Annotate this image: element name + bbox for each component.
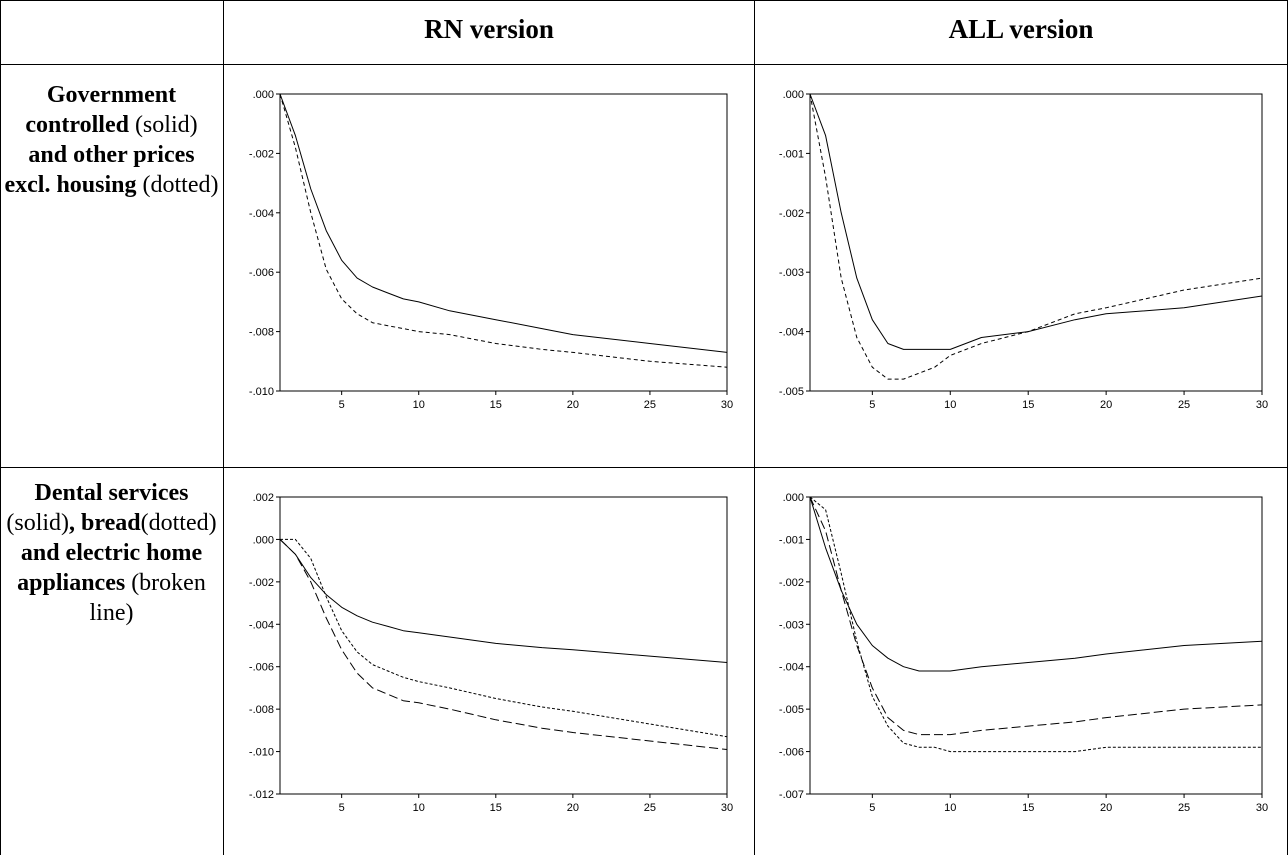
series-line-broken bbox=[809, 496, 1263, 736]
y-tick-label: -.006 bbox=[249, 662, 274, 674]
x-tick-label: 25 bbox=[1178, 399, 1190, 411]
y-tick-label: -.004 bbox=[779, 327, 804, 339]
x-tick-label: 15 bbox=[1022, 802, 1034, 814]
y-tick-label: .000 bbox=[253, 89, 274, 101]
chart-row2-rn: .002 .000 -.002 -.004 -.006 -.008 -.010 -.012 5 1… bbox=[249, 492, 733, 814]
y-tick-label: -.002 bbox=[779, 577, 804, 589]
y-tick-label: -.007 bbox=[779, 789, 804, 801]
y-tick-label: -.003 bbox=[779, 619, 804, 631]
y-tick-label: -.004 bbox=[249, 208, 274, 220]
x-tick-label: 15 bbox=[490, 802, 502, 814]
table-border-middle bbox=[0, 467, 1288, 468]
x-tick-label: 10 bbox=[413, 399, 425, 411]
x-tick-label: 25 bbox=[644, 399, 656, 411]
row-label-part: (dotted) bbox=[140, 510, 217, 536]
y-tick-label: -.003 bbox=[779, 267, 804, 279]
table-border-header bbox=[0, 64, 1288, 65]
x-tick-label: 15 bbox=[490, 399, 502, 411]
plot-frame bbox=[279, 93, 728, 392]
x-tick-label: 20 bbox=[567, 399, 579, 411]
x-tick-label: 20 bbox=[1100, 802, 1112, 814]
series-line-solid bbox=[279, 539, 728, 663]
y-tick-label: .000 bbox=[783, 492, 804, 504]
series-line-solid bbox=[809, 496, 1263, 672]
row-label-dental: Dental services (solid), bread(dotted) a… bbox=[4, 478, 219, 628]
x-tick-label: 15 bbox=[1022, 399, 1034, 411]
y-tick-label: -.008 bbox=[249, 327, 274, 339]
y-tick-label: -.005 bbox=[779, 386, 804, 398]
table-border-col1 bbox=[223, 0, 224, 855]
x-tick-label: 5 bbox=[339, 399, 345, 411]
x-tick-label: 20 bbox=[567, 802, 579, 814]
table-border-left bbox=[0, 0, 1, 855]
y-tick-label: .000 bbox=[253, 534, 274, 546]
series-line-dashed bbox=[809, 93, 1263, 380]
y-tick-label: -.002 bbox=[249, 577, 274, 589]
row-label-part: Dental services bbox=[34, 480, 189, 506]
y-tick-label: -.002 bbox=[779, 208, 804, 220]
row-label-part: , bread bbox=[69, 510, 141, 536]
chart-row1-rn: .000 -.002 -.004 -.006 -.008 -.010 5 10 15 20 25 30 bbox=[249, 89, 733, 411]
x-tick-label: 25 bbox=[644, 802, 656, 814]
plot-frame bbox=[809, 496, 1263, 795]
y-tick-label: -.012 bbox=[249, 789, 274, 801]
row-label-part: Government controlled bbox=[25, 82, 177, 138]
series-line-broken bbox=[279, 539, 728, 750]
series-line-dotted bbox=[809, 496, 1262, 753]
y-tick-label: -.004 bbox=[779, 662, 804, 674]
y-tick-label: .000 bbox=[783, 89, 804, 101]
table-border-col2 bbox=[754, 0, 755, 855]
y-tick-label: -.006 bbox=[779, 747, 804, 759]
y-tick-label: -.010 bbox=[249, 747, 274, 759]
chart-row2-all: .000 -.001 -.002 -.003 -.004 -.005 -.006 -.007 5… bbox=[779, 492, 1268, 814]
x-tick-label: 20 bbox=[1100, 399, 1112, 411]
x-tick-label: 5 bbox=[869, 399, 875, 411]
series-line-dashed bbox=[279, 93, 728, 368]
x-tick-label: 30 bbox=[721, 399, 733, 411]
x-tick-label: 5 bbox=[339, 802, 345, 814]
y-tick-label: .002 bbox=[253, 492, 274, 504]
row-label-government: Government controlled (solid) and other … bbox=[4, 80, 219, 200]
table-border-top bbox=[0, 0, 1288, 1]
row-label-part: (dotted) bbox=[136, 172, 219, 198]
x-tick-label: 25 bbox=[1178, 802, 1190, 814]
x-tick-label: 30 bbox=[1256, 802, 1268, 814]
series-line-solid bbox=[809, 93, 1263, 350]
row-label-part: (solid) bbox=[6, 510, 70, 536]
y-tick-label: -.005 bbox=[779, 704, 804, 716]
row-label-part: and electric home appliances bbox=[17, 540, 203, 596]
y-tick-label: -.001 bbox=[779, 534, 804, 546]
y-tick-label: -.001 bbox=[779, 148, 804, 160]
plot-frame bbox=[279, 496, 728, 795]
x-tick-label: 10 bbox=[413, 802, 425, 814]
chart-row1-all: .000 -.001 -.002 -.003 -.004 -.005 5 10 15 20 25 30 bbox=[779, 89, 1268, 411]
y-tick-label: -.002 bbox=[249, 148, 274, 160]
x-tick-label: 5 bbox=[869, 802, 875, 814]
x-tick-label: 10 bbox=[944, 399, 956, 411]
y-tick-label: -.006 bbox=[249, 267, 274, 279]
y-tick-label: -.008 bbox=[249, 704, 274, 716]
y-tick-label: -.010 bbox=[249, 386, 274, 398]
x-tick-label: 10 bbox=[944, 802, 956, 814]
x-tick-label: 30 bbox=[1256, 399, 1268, 411]
x-tick-label: 30 bbox=[721, 802, 733, 814]
row-label-part: (solid) bbox=[128, 112, 198, 138]
column-header-all: ALL version bbox=[948, 14, 1094, 44]
series-line-dotted bbox=[280, 538, 728, 738]
series-line-solid bbox=[279, 93, 728, 353]
y-tick-label: -.004 bbox=[249, 619, 274, 631]
row-label-part: and other prices excl. housing bbox=[4, 142, 195, 198]
row-label-part: (broken line) bbox=[89, 570, 206, 626]
column-header-rn: RN version bbox=[424, 14, 554, 44]
plot-frame bbox=[809, 93, 1263, 392]
